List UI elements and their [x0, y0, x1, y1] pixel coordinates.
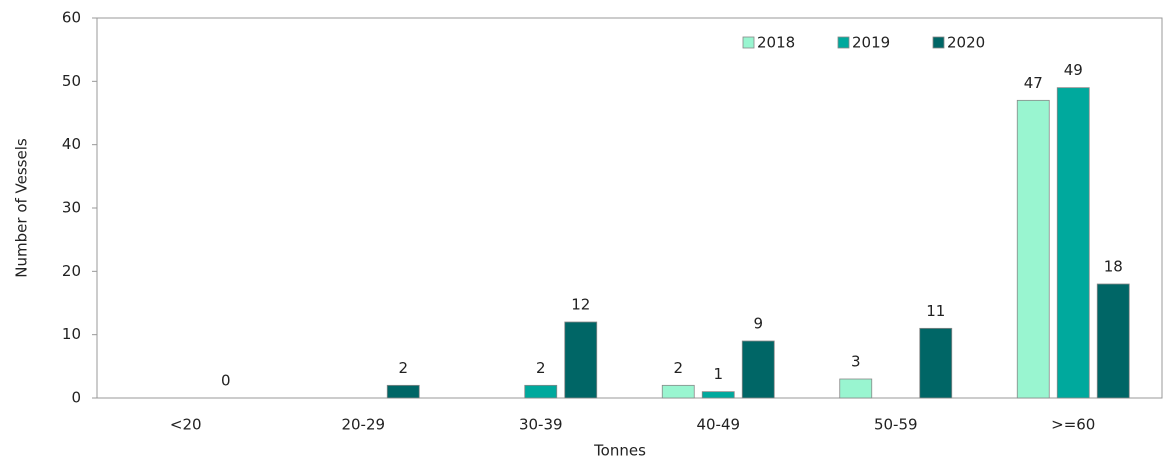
- legend-swatch: [837, 36, 850, 49]
- bar: [839, 378, 873, 399]
- y-tick-label: 60: [62, 9, 81, 27]
- bar: [701, 391, 735, 399]
- x-tick-label: 40-49: [696, 416, 740, 434]
- data-label: 18: [1104, 258, 1123, 276]
- bar: [741, 340, 775, 399]
- bar: [919, 327, 953, 399]
- y-tick-label: 40: [62, 135, 81, 153]
- y-tick-label: 10: [62, 325, 81, 343]
- plot-frame: [96, 17, 1163, 399]
- x-tick-label: 20-29: [341, 416, 385, 434]
- data-label: 3: [851, 353, 861, 371]
- data-label: 2: [673, 359, 683, 377]
- bar: [661, 384, 695, 399]
- bar: [564, 321, 598, 399]
- x-tick-label: <20: [170, 416, 202, 434]
- legend-label: 2020: [947, 34, 985, 52]
- bar: [524, 384, 558, 399]
- data-label: 1: [713, 365, 723, 383]
- data-label: 0: [221, 372, 231, 390]
- y-tick-label: 0: [71, 389, 81, 407]
- x-axis-label: Tonnes: [593, 442, 646, 460]
- x-tick-label: 30-39: [519, 416, 563, 434]
- data-label: 2: [536, 359, 546, 377]
- bar: [1056, 87, 1090, 399]
- legend-swatch: [932, 36, 945, 49]
- x-tick-label: >=60: [1051, 416, 1095, 434]
- legend-swatch: [742, 36, 755, 49]
- legend-label: 2018: [757, 34, 795, 52]
- legend-label: 2019: [852, 34, 890, 52]
- y-tick-label: 20: [62, 262, 81, 280]
- y-axis-label: Number of Vessels: [13, 138, 31, 278]
- data-label: 2: [398, 359, 408, 377]
- bar: [1096, 283, 1130, 399]
- y-tick-label: 50: [62, 72, 81, 90]
- x-tick-label: 50-59: [874, 416, 918, 434]
- bar: [386, 384, 420, 399]
- data-label: 9: [753, 315, 763, 333]
- bar: [1016, 99, 1050, 399]
- data-label: 47: [1024, 74, 1043, 92]
- y-tick-label: 30: [62, 199, 81, 217]
- data-label: 12: [571, 296, 590, 314]
- data-label: 49: [1064, 61, 1083, 79]
- data-label: 11: [926, 302, 945, 320]
